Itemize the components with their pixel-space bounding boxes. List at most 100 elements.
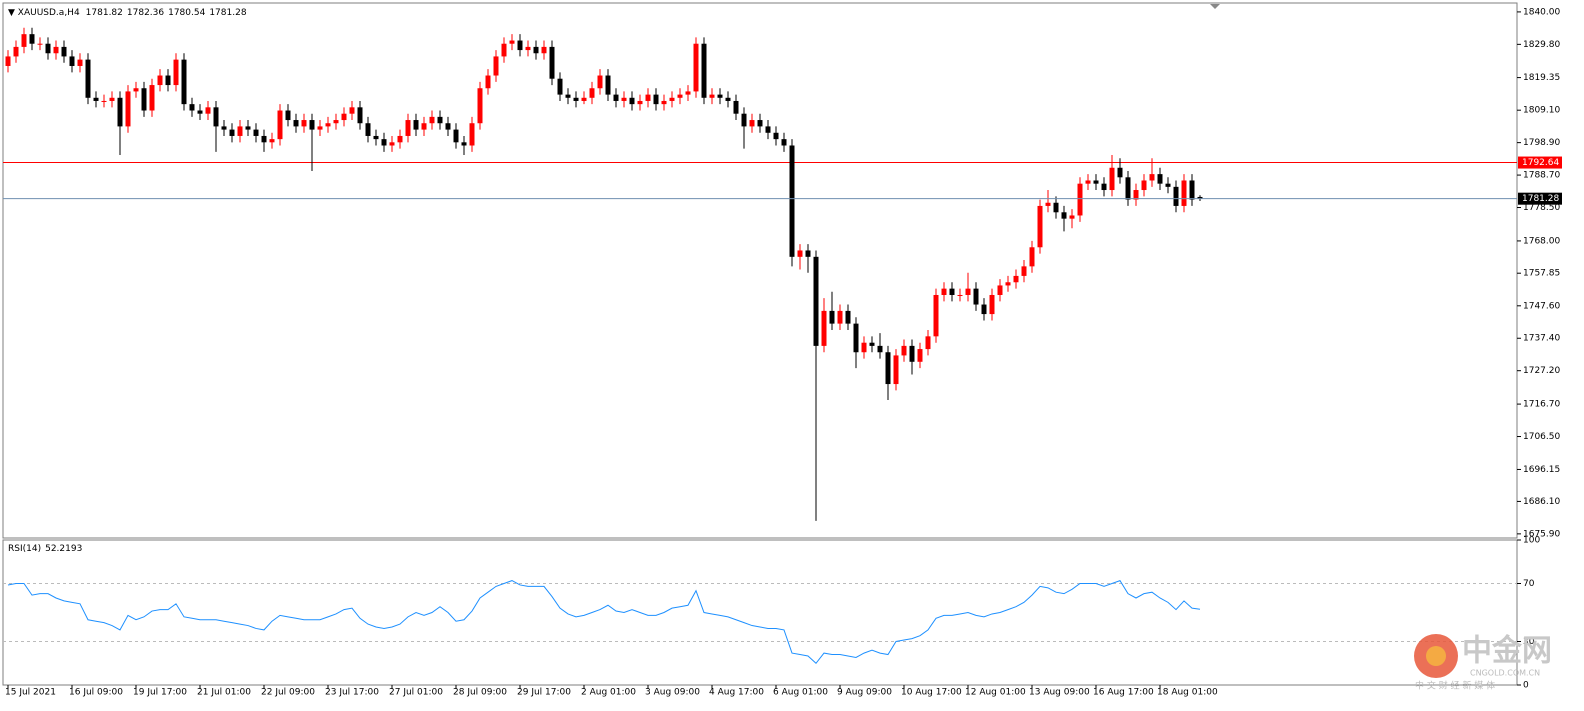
rsi-line (7, 579, 1201, 664)
candle-body (485, 75, 491, 89)
watermark-slogan: 中 文 财 经 新 媒 体 (1415, 680, 1495, 692)
candle-body (53, 46, 59, 54)
candle-body (365, 123, 371, 136)
candle-body (549, 46, 555, 79)
candle-body (493, 56, 499, 76)
x-tick-label: 3 Aug 09:00 (645, 688, 700, 698)
candle-body (925, 336, 931, 350)
y-tick-label: 1768.00 (1523, 236, 1560, 246)
candle-body (1037, 205, 1043, 248)
candle-body (61, 46, 67, 57)
candle-body (541, 46, 547, 54)
y-tick-label: 1747.60 (1523, 301, 1560, 311)
candle-body (781, 139, 787, 146)
candle-body (445, 123, 451, 130)
candle-body (1157, 174, 1163, 184)
candle-body (629, 97, 635, 105)
candle-body (213, 107, 219, 127)
candle-body (285, 110, 291, 121)
candle-body (389, 142, 395, 146)
candle-body (509, 40, 515, 44)
candle-body (229, 129, 235, 136)
candle-body (997, 285, 1003, 295)
y-tick-label: 1675.90 (1523, 529, 1560, 539)
candle-body (93, 97, 99, 101)
x-tick-label: 15 Jul 2021 (5, 688, 56, 698)
y-tick-label: 1809.10 (1523, 106, 1560, 116)
candle-body (269, 139, 275, 143)
shift-marker[interactable] (1210, 4, 1220, 9)
x-tick-label: 22 Jul 09:00 (261, 688, 315, 698)
candle-body (69, 56, 75, 66)
candle-body (117, 97, 123, 127)
candle-body (405, 120, 411, 136)
candle-body (725, 97, 731, 101)
y-tick-label: 1798.90 (1523, 138, 1560, 148)
current-price-box (1518, 192, 1562, 205)
candle-body (317, 126, 323, 130)
candle-body (397, 135, 403, 143)
x-tick-label: 16 Aug 17:00 (1093, 688, 1154, 698)
y-tick-label: 1788.70 (1523, 171, 1560, 181)
candle-body (429, 116, 435, 124)
candle-body (437, 116, 443, 124)
candle-body (805, 250, 811, 257)
y-tick-label: 1757.85 (1523, 269, 1560, 279)
candle-body (237, 126, 243, 136)
candle-body (885, 352, 891, 385)
candle-body (613, 94, 619, 101)
x-tick-label: 18 Aug 01:00 (1157, 688, 1218, 698)
x-tick-label: 16 Jul 09:00 (69, 688, 123, 698)
candle-body (421, 123, 427, 130)
candle-body (717, 94, 723, 98)
logo-inner (1426, 646, 1446, 666)
candle-body (205, 107, 211, 114)
candle-body (277, 110, 283, 140)
candle-body (1165, 183, 1171, 187)
candle-body (197, 110, 203, 114)
candle-body (1141, 180, 1147, 191)
menu-arrow[interactable]: ▼ (8, 8, 18, 18)
candle-body (653, 94, 659, 105)
candle-body (325, 123, 331, 127)
watermark-brand: 中金网 (1462, 634, 1552, 669)
candle-body (29, 34, 35, 44)
y-tick-label: 1829.80 (1523, 40, 1560, 50)
main-panel (2, 2, 1518, 539)
x-tick-label: 29 Jul 17:00 (517, 688, 571, 698)
candle-body (149, 85, 155, 111)
candle-body (5, 56, 11, 66)
y-tick-label: 1819.35 (1523, 73, 1560, 83)
candle-body (989, 294, 995, 315)
candle-body (965, 288, 971, 295)
candle-body (573, 97, 579, 101)
candle-body (477, 88, 483, 124)
candle-body (709, 94, 715, 98)
indicator-tick-label: 30 (1523, 637, 1535, 647)
candle-body (261, 135, 267, 143)
x-tick-label: 21 Jul 01:00 (197, 688, 251, 698)
candle-body (309, 120, 315, 130)
indicator-header: RSI(14) 52.2193 (8, 544, 82, 554)
candle-body (1013, 275, 1019, 283)
candle-body (845, 310, 851, 324)
candle-body (853, 323, 859, 353)
candle-body (517, 40, 523, 51)
candle-body (941, 288, 947, 295)
y-tick-label: 1840.00 (1523, 7, 1560, 17)
watermark-domain: CNGOLD.COM.CN (1470, 669, 1540, 678)
candle-body (1045, 202, 1051, 206)
candle-body (1069, 215, 1075, 219)
x-tick-label: 13 Aug 09:00 (1029, 688, 1090, 698)
candle-body (597, 75, 603, 89)
candle-body (37, 43, 43, 45)
candle-body (621, 97, 627, 101)
candle-body (109, 97, 115, 101)
x-tick-label: 19 Jul 17:00 (133, 688, 187, 698)
candle-body (301, 120, 307, 127)
y-tick-label: 1686.10 (1523, 497, 1560, 507)
candle-body (21, 34, 27, 47)
candle-body (253, 129, 259, 136)
candle-body (173, 59, 179, 86)
candle-body (669, 97, 675, 101)
